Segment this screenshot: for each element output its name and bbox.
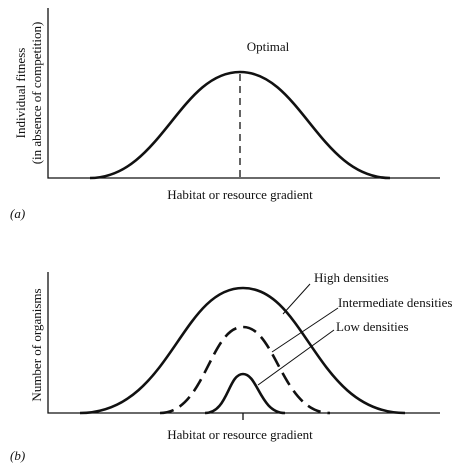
annotation: Optimal	[247, 39, 290, 54]
y-label: Number of organisms	[29, 288, 44, 401]
y-label: Individual fitness	[13, 48, 28, 139]
x-label: Habitat or resource gradient	[167, 187, 313, 202]
curve-label: Intermediate densities	[338, 295, 452, 310]
low-curve	[204, 372, 286, 415]
panel-tag: (b)	[10, 448, 25, 463]
leader	[282, 283, 311, 315]
curve-label: Low densities	[336, 319, 409, 334]
intermediate-curve	[159, 325, 331, 415]
x-label: Habitat or resource gradient	[167, 427, 313, 442]
y-label: (in absence of competition)	[29, 22, 44, 165]
panel-tag: (a)	[10, 206, 25, 221]
leader	[271, 307, 339, 353]
curve-label: High densities	[314, 270, 389, 285]
axes-b	[47, 272, 440, 414]
fitness-curve	[89, 70, 391, 180]
leader	[257, 329, 335, 386]
high-curve	[79, 286, 406, 415]
axes-a	[47, 8, 440, 179]
